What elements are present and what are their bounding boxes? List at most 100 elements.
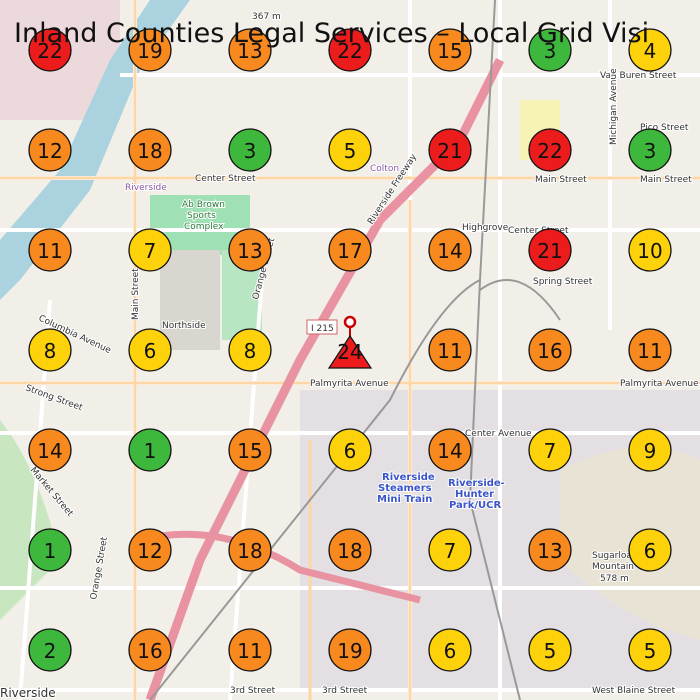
rank-pin: [228, 228, 272, 272]
rank-pin: [28, 28, 72, 72]
rank-label: 6: [644, 539, 657, 563]
rank-label: 21: [437, 139, 462, 163]
rank-label: 2: [44, 639, 57, 663]
map-label: Michigan Avenue: [609, 68, 619, 145]
rank-label: 18: [137, 139, 162, 163]
rank-label: 6: [144, 339, 157, 363]
map-label: Mini Train: [377, 494, 432, 505]
rank-pin: [528, 328, 572, 372]
rank-pin: [328, 228, 372, 272]
rank-label: 5: [344, 139, 357, 163]
map-label: Van Buren Street: [600, 71, 677, 81]
rank-grid: 22 19 13 22 15 3 412 18 3 5 21 22 311 7 13 17 14 21 108 6 8 2…: [28, 28, 672, 672]
business-marker: [327, 334, 373, 369]
route-shield: [306, 319, 338, 335]
rank-pin: [28, 628, 72, 672]
rank-label: 5: [544, 639, 557, 663]
rank-pin: [628, 328, 672, 372]
map-label: 3rd Street: [322, 686, 368, 696]
map-label: Palmyrita Avenue: [620, 379, 699, 389]
rank-label: 11: [437, 339, 462, 363]
map-label: Park/UCR: [449, 500, 502, 511]
rank-pin: [128, 428, 172, 472]
map-label: Hunter: [455, 489, 494, 500]
rank-label: 13: [537, 539, 562, 563]
map-label: Sugarloaf: [592, 551, 636, 561]
map-label: Colton: [370, 164, 399, 174]
rank-pin: [28, 428, 72, 472]
rank-pin: [28, 528, 72, 572]
rank-pin: [28, 128, 72, 172]
map-label: Palmyrita Avenue: [310, 379, 389, 389]
rank-label: 11: [237, 639, 262, 663]
rank-pin: [328, 428, 372, 472]
rank-label: 13: [237, 39, 262, 63]
rank-pin: [228, 328, 272, 372]
map-label: Ab Brown: [182, 200, 225, 210]
map-label: Highgrove: [462, 223, 509, 233]
rank-label: 13: [237, 239, 262, 263]
rank-pin: [528, 528, 572, 572]
rank-pin: [128, 628, 172, 672]
rank-pin: [628, 228, 672, 272]
rank-label: 15: [437, 39, 462, 63]
rank-label: 16: [137, 639, 162, 663]
rank-pin: [428, 28, 472, 72]
rank-label: 8: [44, 339, 57, 363]
map-label: I 215: [311, 324, 334, 334]
rank-pin: [628, 28, 672, 72]
rank-label: 6: [344, 439, 357, 463]
map-label: Center Avenue: [465, 429, 532, 439]
rank-pin: [128, 328, 172, 372]
rank-label: 7: [144, 239, 157, 263]
map-label: Complex: [184, 222, 224, 232]
map-label: Riverside: [382, 472, 435, 483]
rank-label: 17: [337, 239, 362, 263]
rank-pin: [228, 628, 272, 672]
rank-label: 18: [237, 539, 262, 563]
rank-pin: [228, 28, 272, 72]
map-label: Main Street: [535, 175, 587, 185]
rank-label: 7: [544, 439, 557, 463]
rank-pin: [428, 528, 472, 572]
rank-label: 3: [544, 39, 557, 63]
rank-pin: [128, 128, 172, 172]
map-label: Riverside: [0, 686, 56, 700]
rank-pin: [628, 428, 672, 472]
rank-label: 6: [444, 639, 457, 663]
rank-pin: [428, 228, 472, 272]
rank-pin: [428, 428, 472, 472]
map-label: Riverside: [125, 183, 167, 193]
rank-label: 16: [537, 339, 562, 363]
rank-label: 22: [537, 139, 562, 163]
rank-label: 12: [37, 139, 62, 163]
rank-label: 8: [244, 339, 257, 363]
map-label: Steamers: [378, 483, 432, 494]
rank-pin: [228, 528, 272, 572]
river: [0, 0, 190, 300]
rank-label: 4: [644, 39, 657, 63]
rank-label: 10: [637, 239, 662, 263]
rank-label: 1: [44, 539, 57, 563]
rank-label: 22: [37, 39, 62, 63]
map-label: Main Street: [640, 175, 692, 185]
rank-pin: [428, 128, 472, 172]
rank-pin: [328, 128, 372, 172]
rank-pin: [528, 128, 572, 172]
rank-pin: [128, 528, 172, 572]
field: [160, 250, 220, 350]
rank-label: 7: [444, 539, 457, 563]
map-label: Main Street: [131, 268, 141, 320]
rank-pin: [228, 428, 272, 472]
map-label: 367 m: [252, 12, 281, 22]
rank-pin: [528, 428, 572, 472]
rank-pin: [628, 528, 672, 572]
map-label: Riverside-: [448, 478, 505, 489]
rank-label: 3: [244, 139, 257, 163]
map-label: Center Street: [195, 174, 256, 184]
rank-pin: [628, 128, 672, 172]
rank-label: 15: [237, 439, 262, 463]
rank-label: 19: [337, 639, 362, 663]
rank-label: 19: [137, 39, 162, 63]
